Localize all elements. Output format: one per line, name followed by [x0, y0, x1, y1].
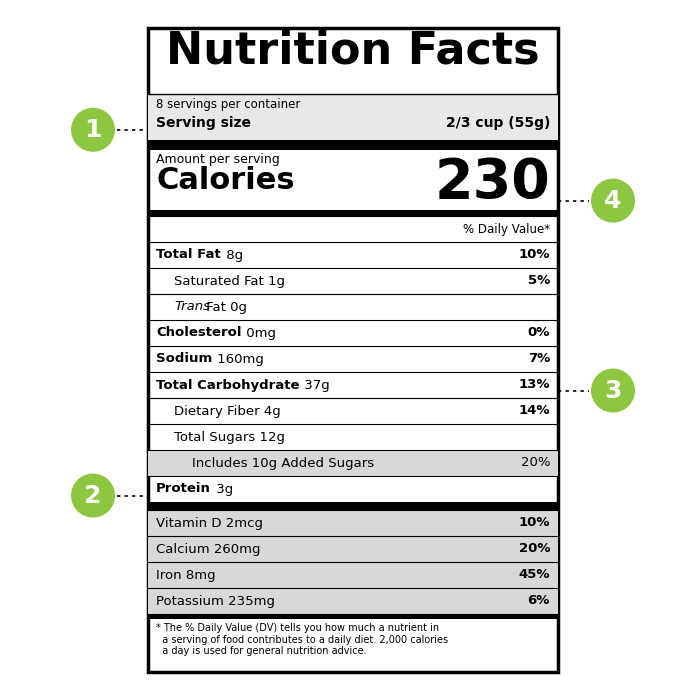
- Text: 5%: 5%: [528, 274, 550, 288]
- Bar: [148, 28, 558, 672]
- Text: 20%: 20%: [521, 456, 550, 470]
- Text: 10%: 10%: [519, 517, 550, 529]
- Text: Potassium 235mg: Potassium 235mg: [156, 594, 275, 608]
- Bar: [148, 614, 558, 619]
- Text: Amount per serving: Amount per serving: [156, 153, 280, 166]
- Text: 8g: 8g: [222, 248, 243, 262]
- Text: 0mg: 0mg: [242, 326, 276, 340]
- Text: Saturated Fat 1g: Saturated Fat 1g: [174, 274, 285, 288]
- Ellipse shape: [71, 108, 115, 152]
- Text: * The % Daily Value (DV) tells you how much a nutrient in
  a serving of food co: * The % Daily Value (DV) tells you how m…: [156, 623, 448, 656]
- Text: Nutrition Facts: Nutrition Facts: [166, 30, 540, 73]
- Text: Serving size: Serving size: [156, 116, 251, 130]
- Text: 7%: 7%: [528, 353, 550, 365]
- Text: Calories: Calories: [156, 166, 295, 195]
- Text: Dietary Fiber 4g: Dietary Fiber 4g: [174, 405, 281, 417]
- Text: Iron 8mg: Iron 8mg: [156, 568, 216, 582]
- Text: Includes 10g Added Sugars: Includes 10g Added Sugars: [192, 456, 374, 470]
- Bar: [148, 450, 558, 476]
- Text: 20%: 20%: [519, 542, 550, 556]
- Bar: [148, 210, 558, 216]
- Text: 4: 4: [604, 188, 622, 213]
- Text: 13%: 13%: [519, 379, 550, 391]
- Text: Total Fat: Total Fat: [156, 248, 220, 262]
- Text: 6%: 6%: [528, 594, 550, 608]
- Text: Total Carbohydrate: Total Carbohydrate: [156, 379, 300, 391]
- Ellipse shape: [591, 369, 635, 412]
- Text: 1: 1: [84, 118, 102, 142]
- Text: Calcium 260mg: Calcium 260mg: [156, 542, 260, 556]
- Ellipse shape: [71, 473, 115, 517]
- Bar: [148, 562, 558, 588]
- Text: 3g: 3g: [212, 482, 233, 496]
- Text: 8 servings per container: 8 servings per container: [156, 98, 300, 111]
- Bar: [148, 588, 558, 614]
- Text: Protein: Protein: [156, 482, 211, 496]
- Ellipse shape: [591, 178, 635, 223]
- Text: Total Sugars 12g: Total Sugars 12g: [174, 430, 285, 444]
- Text: 230: 230: [434, 156, 550, 210]
- Text: Trans: Trans: [174, 300, 210, 314]
- Bar: [148, 94, 558, 140]
- Text: Fat 0g: Fat 0g: [202, 300, 246, 314]
- Text: 3: 3: [604, 379, 622, 402]
- Text: 14%: 14%: [519, 405, 550, 417]
- Bar: [148, 510, 558, 536]
- Text: 37g: 37g: [300, 379, 330, 391]
- Text: 160mg: 160mg: [214, 353, 264, 365]
- Text: 2: 2: [84, 484, 102, 508]
- Text: 0%: 0%: [528, 326, 550, 340]
- Text: Sodium: Sodium: [156, 353, 212, 365]
- Bar: [148, 140, 558, 150]
- Bar: [148, 502, 558, 510]
- Text: Cholesterol: Cholesterol: [156, 326, 241, 340]
- Text: 45%: 45%: [519, 568, 550, 582]
- Text: 2/3 cup (55g): 2/3 cup (55g): [446, 116, 550, 130]
- Text: 10%: 10%: [519, 248, 550, 262]
- Bar: [148, 536, 558, 562]
- Text: % Daily Value*: % Daily Value*: [463, 223, 550, 235]
- Text: Vitamin D 2mcg: Vitamin D 2mcg: [156, 517, 263, 529]
